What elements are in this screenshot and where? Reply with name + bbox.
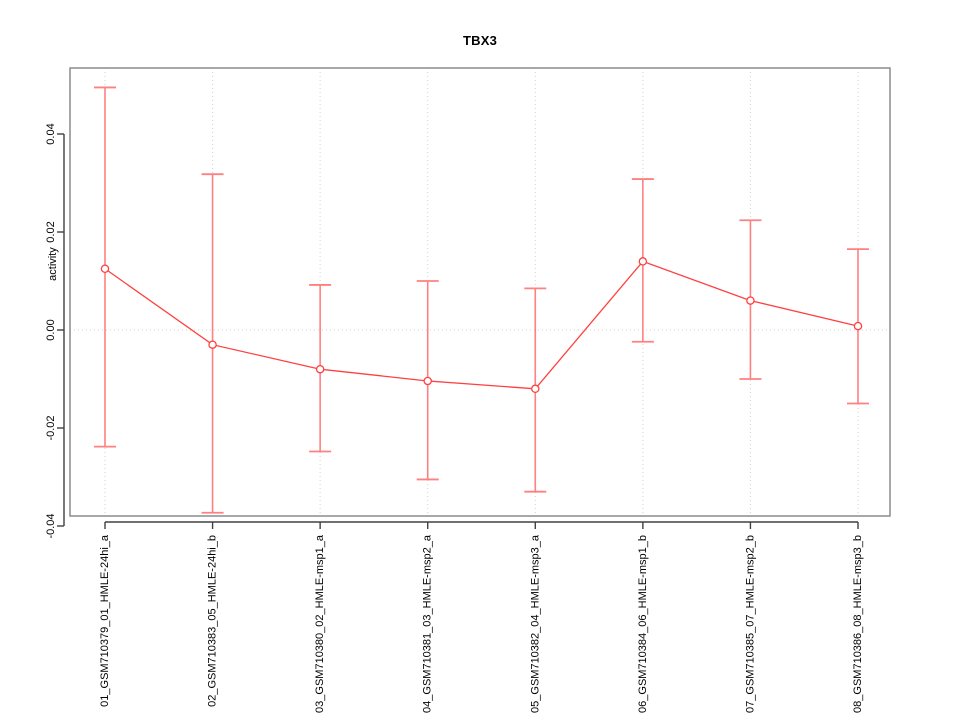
data-point-marker — [423, 376, 432, 386]
x-tick-label: 03_GSM710380_02_HMLE-msp1_a — [314, 534, 326, 713]
data-series-layer — [94, 86, 869, 514]
y-tick-label: -0.04 — [45, 513, 57, 538]
data-point-marker — [531, 384, 540, 394]
data-point-marker — [746, 296, 755, 305]
chart-title: TBX3 — [462, 33, 498, 48]
data-point-marker — [638, 257, 648, 266]
x-tick-label: 05_GSM710382_04_HMLE-msp3_a — [529, 534, 541, 713]
x-tick-label-layer: 01_GSM710379_01_HMLE-24hi_a 02_GSM710383_… — [99, 534, 864, 713]
y-tick-label: 0.02 — [45, 221, 57, 242]
data-point-marker — [315, 364, 325, 374]
y-tick-label: -0.02 — [45, 415, 57, 440]
x-tick-label: 07_GSM710385_07_HMLE-msp2_b — [744, 535, 756, 713]
y-tick-label: 0.04 — [45, 123, 57, 144]
plot-box-border — [69, 67, 891, 517]
x-tick-label: 02_GSM710383_05_HMLE-24hi_b — [207, 535, 219, 707]
axis-layer — [57, 67, 891, 529]
series-line — [104, 260, 859, 390]
data-point-marker — [208, 340, 217, 349]
x-tick-label: 06_GSM710384_06_HMLE-msp1_b — [637, 535, 649, 713]
y-tick-label: 0.00 — [45, 319, 57, 340]
data-point-marker — [853, 321, 863, 331]
x-tick-label: 08_GSM710386_08_HMLE-msp3_b — [852, 535, 864, 713]
x-tick-label: 01_GSM710379_01_HMLE-24hi_a — [99, 534, 111, 707]
y-tick-label-layer: 0.04 0.02 0.00 -0.02 -0.04 — [45, 123, 57, 538]
data-point-marker — [100, 264, 110, 273]
grid-layer — [70, 68, 890, 516]
x-tick-label: 04_GSM710381_03_HMLE-msp2_a — [422, 534, 434, 713]
